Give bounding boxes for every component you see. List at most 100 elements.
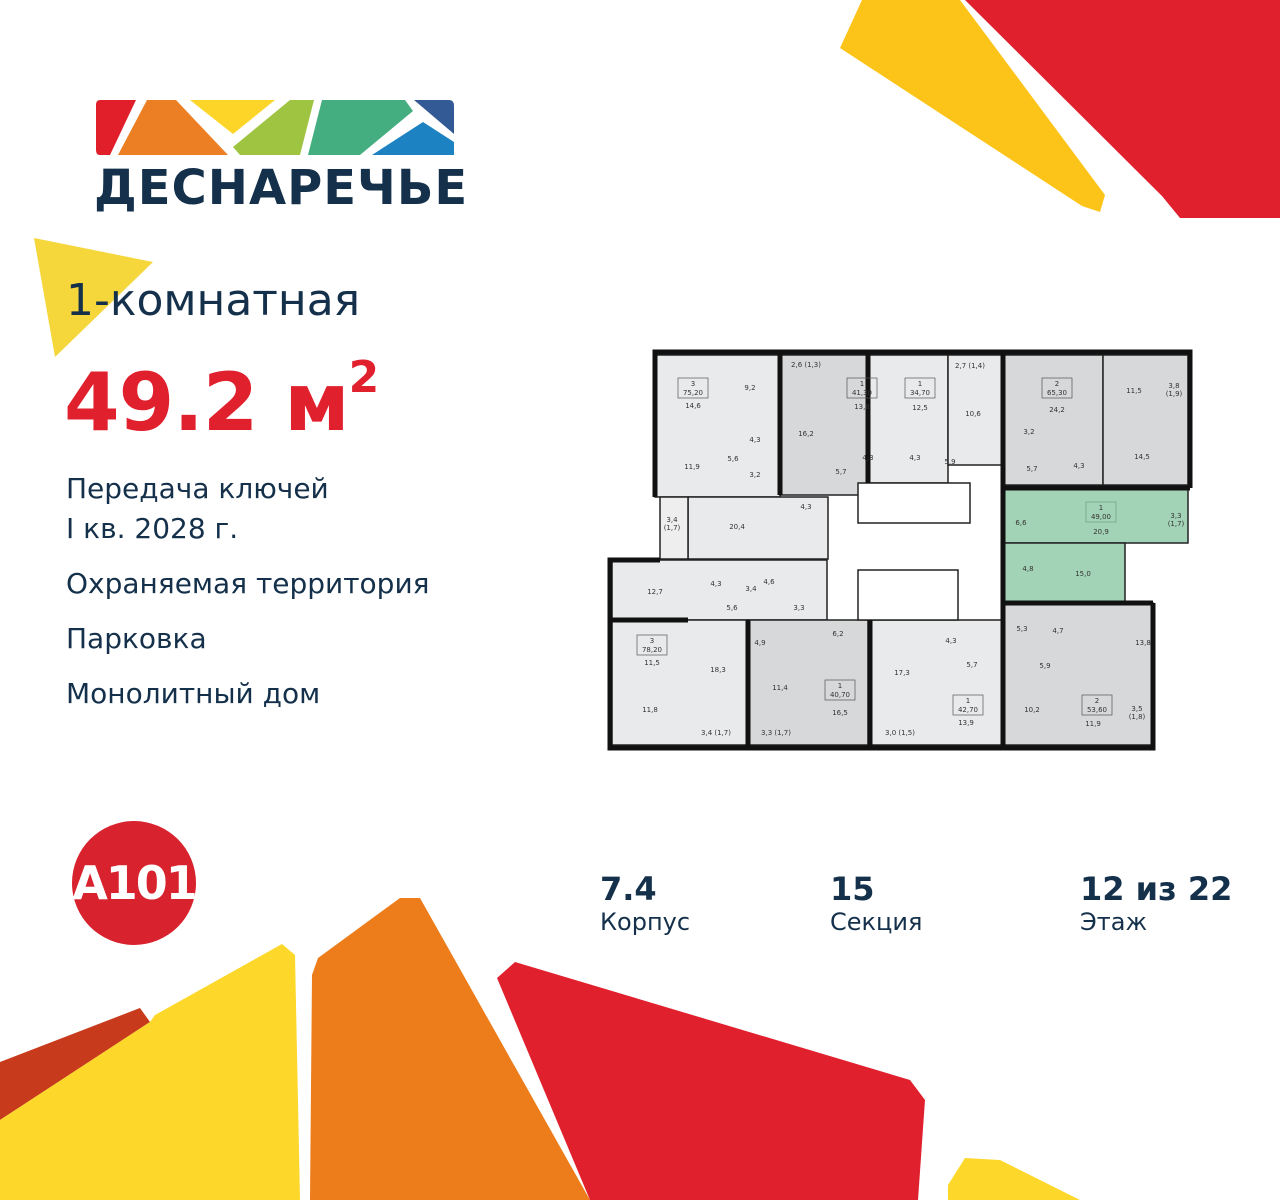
apartment-tag[interactable]: [824, 679, 856, 701]
apartment-total-area: 78,20: [642, 646, 662, 654]
room-area-label: 15,0: [1075, 570, 1091, 578]
room-area-label: 24,2: [1049, 406, 1065, 414]
dark-red-shape-bottom: [0, 1008, 150, 1120]
yellow-triangle-accent: [34, 238, 153, 357]
apartment-total-area: 40,70: [830, 691, 850, 699]
section-value: 15: [830, 870, 875, 908]
room-area-label: 5,3: [1016, 625, 1027, 633]
room-area-label: 3,3 (1,7): [761, 729, 791, 737]
apartment-room-count: 2: [1055, 380, 1059, 388]
feature-guarded-territory: Охраняемая территория: [66, 567, 430, 600]
room-area-label: 18,3: [710, 666, 726, 674]
apartment-tag[interactable]: [636, 634, 668, 656]
orange-shape-bottom: [310, 898, 590, 1200]
room-area-label: 4,3: [749, 436, 760, 444]
red-shape-bottom: [497, 962, 925, 1200]
apartment-total-area: 65,30: [1047, 389, 1067, 397]
room-area-label: 11,4: [772, 684, 788, 692]
room-area-label: 5,7: [1026, 465, 1037, 473]
room-area-label: 4,3: [909, 454, 920, 462]
room-area-label: 11,9: [684, 463, 700, 471]
feature-parking: Парковка: [66, 622, 207, 655]
room-area-label: 13,8: [854, 403, 870, 411]
apartment-tag[interactable]: [952, 694, 984, 716]
room-area-label: 4,3: [710, 580, 721, 588]
yellow-shape-bottom-right: [948, 1158, 1080, 1200]
room-area-label: 2,7 (1,4): [955, 362, 985, 370]
selected-apartment[interactable]: [1002, 487, 1189, 544]
room-area-label: 5,9: [1039, 662, 1050, 670]
apartment-tag[interactable]: [904, 377, 936, 399]
apartment-tag[interactable]: [1085, 501, 1117, 523]
room-area-label: 6,2: [832, 630, 843, 638]
room-area-label: 16,5: [832, 709, 848, 717]
apartment-room-count: 1: [966, 697, 970, 705]
room-area-label: 4,8: [1022, 565, 1033, 573]
apartment-tag[interactable]: [677, 377, 709, 399]
red-shape-top: [965, 0, 1280, 218]
apartment-room-count: 1: [860, 380, 864, 388]
apartment-room-count: 1: [1099, 504, 1103, 512]
yellow-shape-bottom-left: [0, 944, 300, 1200]
apartment-total-area: 41,30: [852, 389, 872, 397]
apartment-total-area: 75,20: [683, 389, 703, 397]
room-area-label: 13,9: [958, 719, 974, 727]
stat-floor: 12 из 22 Этаж: [1080, 870, 1232, 936]
room-area-label: 12,5: [912, 404, 928, 412]
section-label: Секция: [830, 908, 923, 936]
room-area-label: 5,7: [966, 661, 977, 669]
room-area-label: 2,6 (1,3): [791, 361, 821, 369]
plan-fills: [611, 354, 1189, 746]
room-area-label: 6,6: [1015, 519, 1027, 527]
room-area-label: (1,7): [1168, 520, 1185, 528]
room-area-label: 11,8: [642, 706, 658, 714]
plan-walls: [607, 349, 1193, 751]
room-area-label: 16,2: [798, 430, 814, 438]
apartment-room-count: 3: [691, 380, 695, 388]
apartment-type: 1-комнатная: [66, 275, 361, 326]
room-area-label: 11,9: [1085, 720, 1101, 728]
apartment-tag[interactable]: [846, 377, 878, 399]
room-area-label: 5,7: [835, 468, 846, 476]
building-value: 7.4: [600, 870, 657, 908]
area-unit-superscript: 2: [348, 352, 380, 403]
room-area-label: 3,4: [666, 516, 678, 524]
apartment-tag[interactable]: [1041, 377, 1073, 399]
room-area-label: 3,0 (1,5): [885, 729, 915, 737]
room-area-label: 14,5: [1134, 453, 1150, 461]
room-area-label: 4,3: [800, 503, 811, 511]
room-area-label: (1,8): [1129, 713, 1146, 721]
room-area-label: 20,9: [1093, 528, 1109, 536]
room-area-label: 4,9: [754, 639, 765, 647]
apartment-room-count: 1: [838, 682, 842, 690]
room-area-label: 3,2: [749, 471, 760, 479]
feature-monolithic-house: Монолитный дом: [66, 677, 321, 710]
apartment-tag[interactable]: [1081, 694, 1113, 716]
apartment-total-area: 34,70: [910, 389, 930, 397]
feature-key-handover: Передача ключей: [66, 472, 329, 505]
stat-building: 7.4 Корпус: [600, 870, 690, 936]
room-area-label: 11,5: [1126, 387, 1142, 395]
room-area-label: 4,3: [1073, 462, 1084, 470]
room-area-label: 4,6: [763, 578, 775, 586]
apartment-total-area: 42,70: [958, 706, 978, 714]
room-area-label: 11,5: [644, 659, 660, 667]
apartment-area: 49.2 м2: [64, 352, 380, 449]
apartment-total-area: 49,00: [1091, 513, 1111, 521]
room-area-label: 3,5: [1131, 705, 1142, 713]
room-area-label: 10,6: [965, 410, 981, 418]
room-area-label: 3,3: [1170, 512, 1181, 520]
floor-label: Этаж: [1080, 908, 1148, 936]
apartment-room-count: 2: [1095, 697, 1099, 705]
room-area-label: 14,6: [685, 402, 701, 410]
brand-logo-text: ДЕСНАРЕЧЬЕ: [94, 160, 469, 216]
apartment-room-count: 3: [650, 637, 654, 645]
room-area-label: 3,3: [793, 604, 804, 612]
room-area-label: 4,3: [945, 637, 956, 645]
room-area-label: 12,7: [647, 588, 663, 596]
floor-value: 12 из 22: [1080, 870, 1233, 908]
room-area-label: 9,2: [744, 384, 755, 392]
room-area-label: 3,4: [745, 585, 757, 593]
